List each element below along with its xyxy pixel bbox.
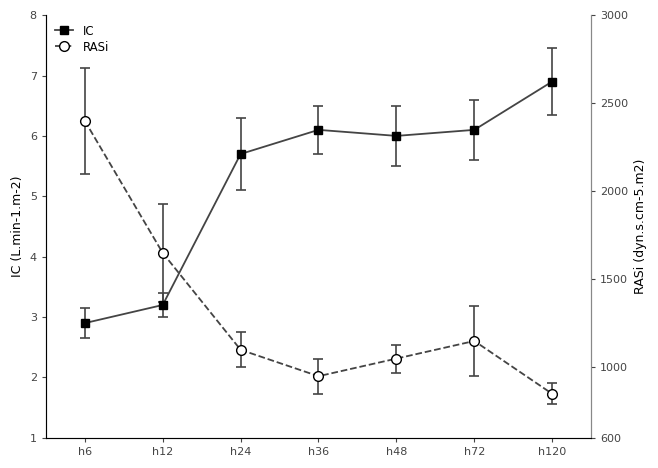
IC — [81, 320, 89, 326]
Line: IC: IC — [81, 77, 557, 327]
RASi — [392, 356, 400, 361]
IC — [470, 127, 478, 132]
IC — [392, 133, 400, 139]
Legend: IC, RASi: IC, RASi — [52, 21, 113, 58]
Y-axis label: IC (L.min-1.m-2): IC (L.min-1.m-2) — [11, 176, 24, 277]
IC — [315, 127, 322, 132]
IC — [159, 302, 166, 308]
Y-axis label: RASi (dyn.s.cm-5.m2): RASi (dyn.s.cm-5.m2) — [634, 159, 647, 294]
Line: RASi: RASi — [80, 116, 557, 399]
IC — [548, 79, 556, 84]
RASi — [315, 373, 322, 379]
RASi — [81, 118, 89, 124]
RASi — [159, 250, 166, 256]
RASi — [470, 338, 478, 344]
RASi — [237, 347, 245, 352]
IC — [237, 151, 245, 157]
RASi — [548, 391, 556, 397]
